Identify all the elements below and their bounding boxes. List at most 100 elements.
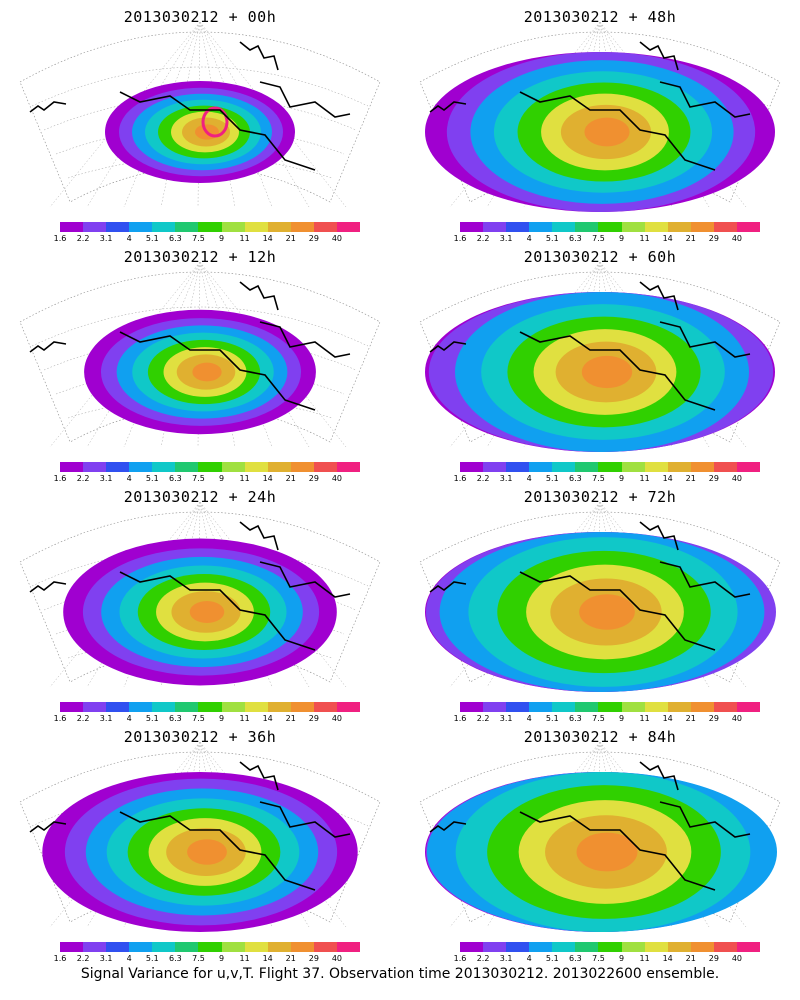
colorbar-swatch: [60, 702, 84, 712]
colorbar-swatch: [152, 702, 176, 712]
colorbar-tick-label: 7.5: [592, 474, 605, 483]
forecast-panel: 2013030212 + 12h 1.6 2.2 3.1 4 5.1 6.3 7.5 9 11 14…: [0, 240, 400, 483]
colorbar-swatch: [290, 702, 314, 712]
colorbar-swatch: [621, 462, 645, 472]
colorbar-tick-label: 40: [331, 234, 343, 243]
colorbar-swatch: [506, 942, 530, 952]
colorbar-swatch: [106, 702, 130, 712]
colorbar-tick-label: 21: [685, 954, 696, 963]
colorbar-swatch: [244, 462, 268, 472]
colorbar-tick-label: 9: [618, 714, 625, 723]
colorbar-swatch: [529, 942, 553, 952]
colorbar-tick-label: 3.1: [499, 234, 513, 243]
panel-title: 2013030212 + 12h: [123, 248, 277, 266]
colorbar-tick-label: 21: [685, 714, 696, 723]
colorbar-ticks: 1.6 2.2 3.1 4 5.1 6.3 7.5 9 11 14 21 29 40: [454, 714, 760, 724]
colorbar-swatch: [575, 942, 599, 952]
colorbar-tick-label: 11: [239, 714, 250, 723]
colorbar-swatch: [575, 702, 599, 712]
colorbar-swatch: [575, 222, 599, 232]
colorbar-swatch: [667, 702, 691, 712]
graticule-line: [86, 502, 201, 688]
colorbar: [60, 462, 361, 472]
colorbar-ticks: 1.6 2.2 3.1 4 5.1 6.3 7.5 9 11 14 21 29 40: [54, 234, 360, 244]
colorbar-tick-label: 5.1: [545, 954, 559, 963]
colorbar-swatch: [552, 462, 576, 472]
colorbar-tick-label: 2.2: [476, 474, 490, 483]
colorbar-swatch: [244, 942, 268, 952]
graticule-line: [43, 96, 357, 131]
colorbar-swatch: [244, 702, 268, 712]
colorbar-tick-label: 29: [708, 714, 719, 723]
colorbar-tick-label: 6.3: [169, 234, 182, 243]
colorbar-ticks: 1.6 2.2 3.1 4 5.1 6.3 7.5 9 11 14 21 29 40: [54, 954, 360, 964]
colorbar-tick-label: 1.6: [53, 234, 67, 243]
colorbar-swatch: [529, 462, 553, 472]
colorbar-swatch: [736, 462, 761, 472]
panel-title: 2013030212 + 24h: [123, 488, 277, 506]
colorbar-swatch: [598, 942, 622, 952]
colorbar-swatch: [667, 222, 691, 232]
colorbar-swatch: [267, 702, 291, 712]
graticule-line: [199, 22, 347, 208]
colorbar-tick-label: 3.1: [99, 714, 113, 723]
colorbar-ticks: 1.6 2.2 3.1 4 5.1 6.3 7.5 9 11 14 21 29 40: [54, 474, 360, 484]
colorbar-tick-label: 14: [662, 714, 673, 723]
colorbar-tick-label: 21: [285, 234, 296, 243]
colorbar-tick-label: 40: [731, 234, 743, 243]
colorbar-tick-label: 9: [618, 234, 625, 243]
colorbar-tick-label: 6.3: [169, 954, 182, 963]
panel-title: 2013030212 + 48h: [523, 8, 677, 26]
colorbar-swatch: [690, 222, 714, 232]
colorbar-swatch: [713, 702, 737, 712]
colorbar-swatch: [713, 462, 737, 472]
colorbar-tick-label: 9: [218, 234, 225, 243]
variance-map: [19, 742, 381, 932]
colorbar-swatch: [198, 702, 222, 712]
colorbar-tick-label: 6.3: [569, 954, 582, 963]
colorbar-swatch: [198, 942, 222, 952]
colorbar-swatch: [290, 942, 314, 952]
panel-title: 2013030212 + 84h: [523, 728, 677, 746]
colorbar: [460, 942, 761, 952]
colorbar-swatch: [60, 222, 84, 232]
colorbar-tick-label: 9: [618, 474, 625, 483]
forecast-panel: 2013030212 + 48h 1.6 2.2 3.1 4 5.1 6.3 7.5 9 11 14…: [400, 0, 800, 243]
forecast-panel: 2013030212 + 84h 1.6 2.2 3.1 4 5.1 6.3 7.5 9 11 14…: [400, 720, 800, 963]
colorbar-swatch: [644, 702, 668, 712]
colorbar-tick-label: 2.2: [476, 234, 490, 243]
colorbar-swatch: [483, 462, 507, 472]
colorbar-swatch: [736, 222, 761, 232]
colorbar-tick-label: 2.2: [76, 474, 90, 483]
colorbar-tick-label: 3.1: [99, 954, 113, 963]
colorbar-swatch: [313, 702, 337, 712]
colorbar-swatch: [244, 222, 268, 232]
colorbar-ticks: 1.6 2.2 3.1 4 5.1 6.3 7.5 9 11 14 21 29 40: [454, 234, 760, 244]
colorbar-swatch: [175, 942, 199, 952]
colorbar-tick-label: 1.6: [53, 474, 67, 483]
colorbar-swatch: [460, 222, 484, 232]
colorbar-tick-label: 3.1: [99, 234, 113, 243]
colorbar-tick-label: 40: [731, 714, 743, 723]
colorbar-tick-label: 5.1: [545, 234, 559, 243]
colorbar-tick-label: 40: [331, 714, 343, 723]
coastline: [29, 281, 351, 411]
coastline: [429, 281, 751, 411]
colorbar-tick-label: 5.1: [145, 714, 159, 723]
colorbar-swatch: [267, 222, 291, 232]
colorbar-swatch: [175, 462, 199, 472]
colorbar-swatch: [736, 702, 761, 712]
colorbar-tick-label: 29: [708, 474, 719, 483]
colorbar-tick-label: 4: [526, 714, 532, 723]
panel-title: 2013030212 + 36h: [123, 728, 277, 746]
colorbar-swatch: [736, 942, 761, 952]
colorbar-swatch: [129, 942, 153, 952]
coastline: [29, 761, 351, 891]
colorbar-swatch: [644, 462, 668, 472]
forecast-panel: 2013030212 + 24h 1.6 2.2 3.1 4 5.1 6.3 7.5 9 11 14…: [0, 480, 400, 723]
colorbar-tick-label: 3.1: [499, 954, 513, 963]
colorbar-swatch: [83, 702, 107, 712]
colorbar-swatch: [221, 222, 245, 232]
colorbar-swatch: [83, 462, 107, 472]
colorbar-swatch: [667, 462, 691, 472]
